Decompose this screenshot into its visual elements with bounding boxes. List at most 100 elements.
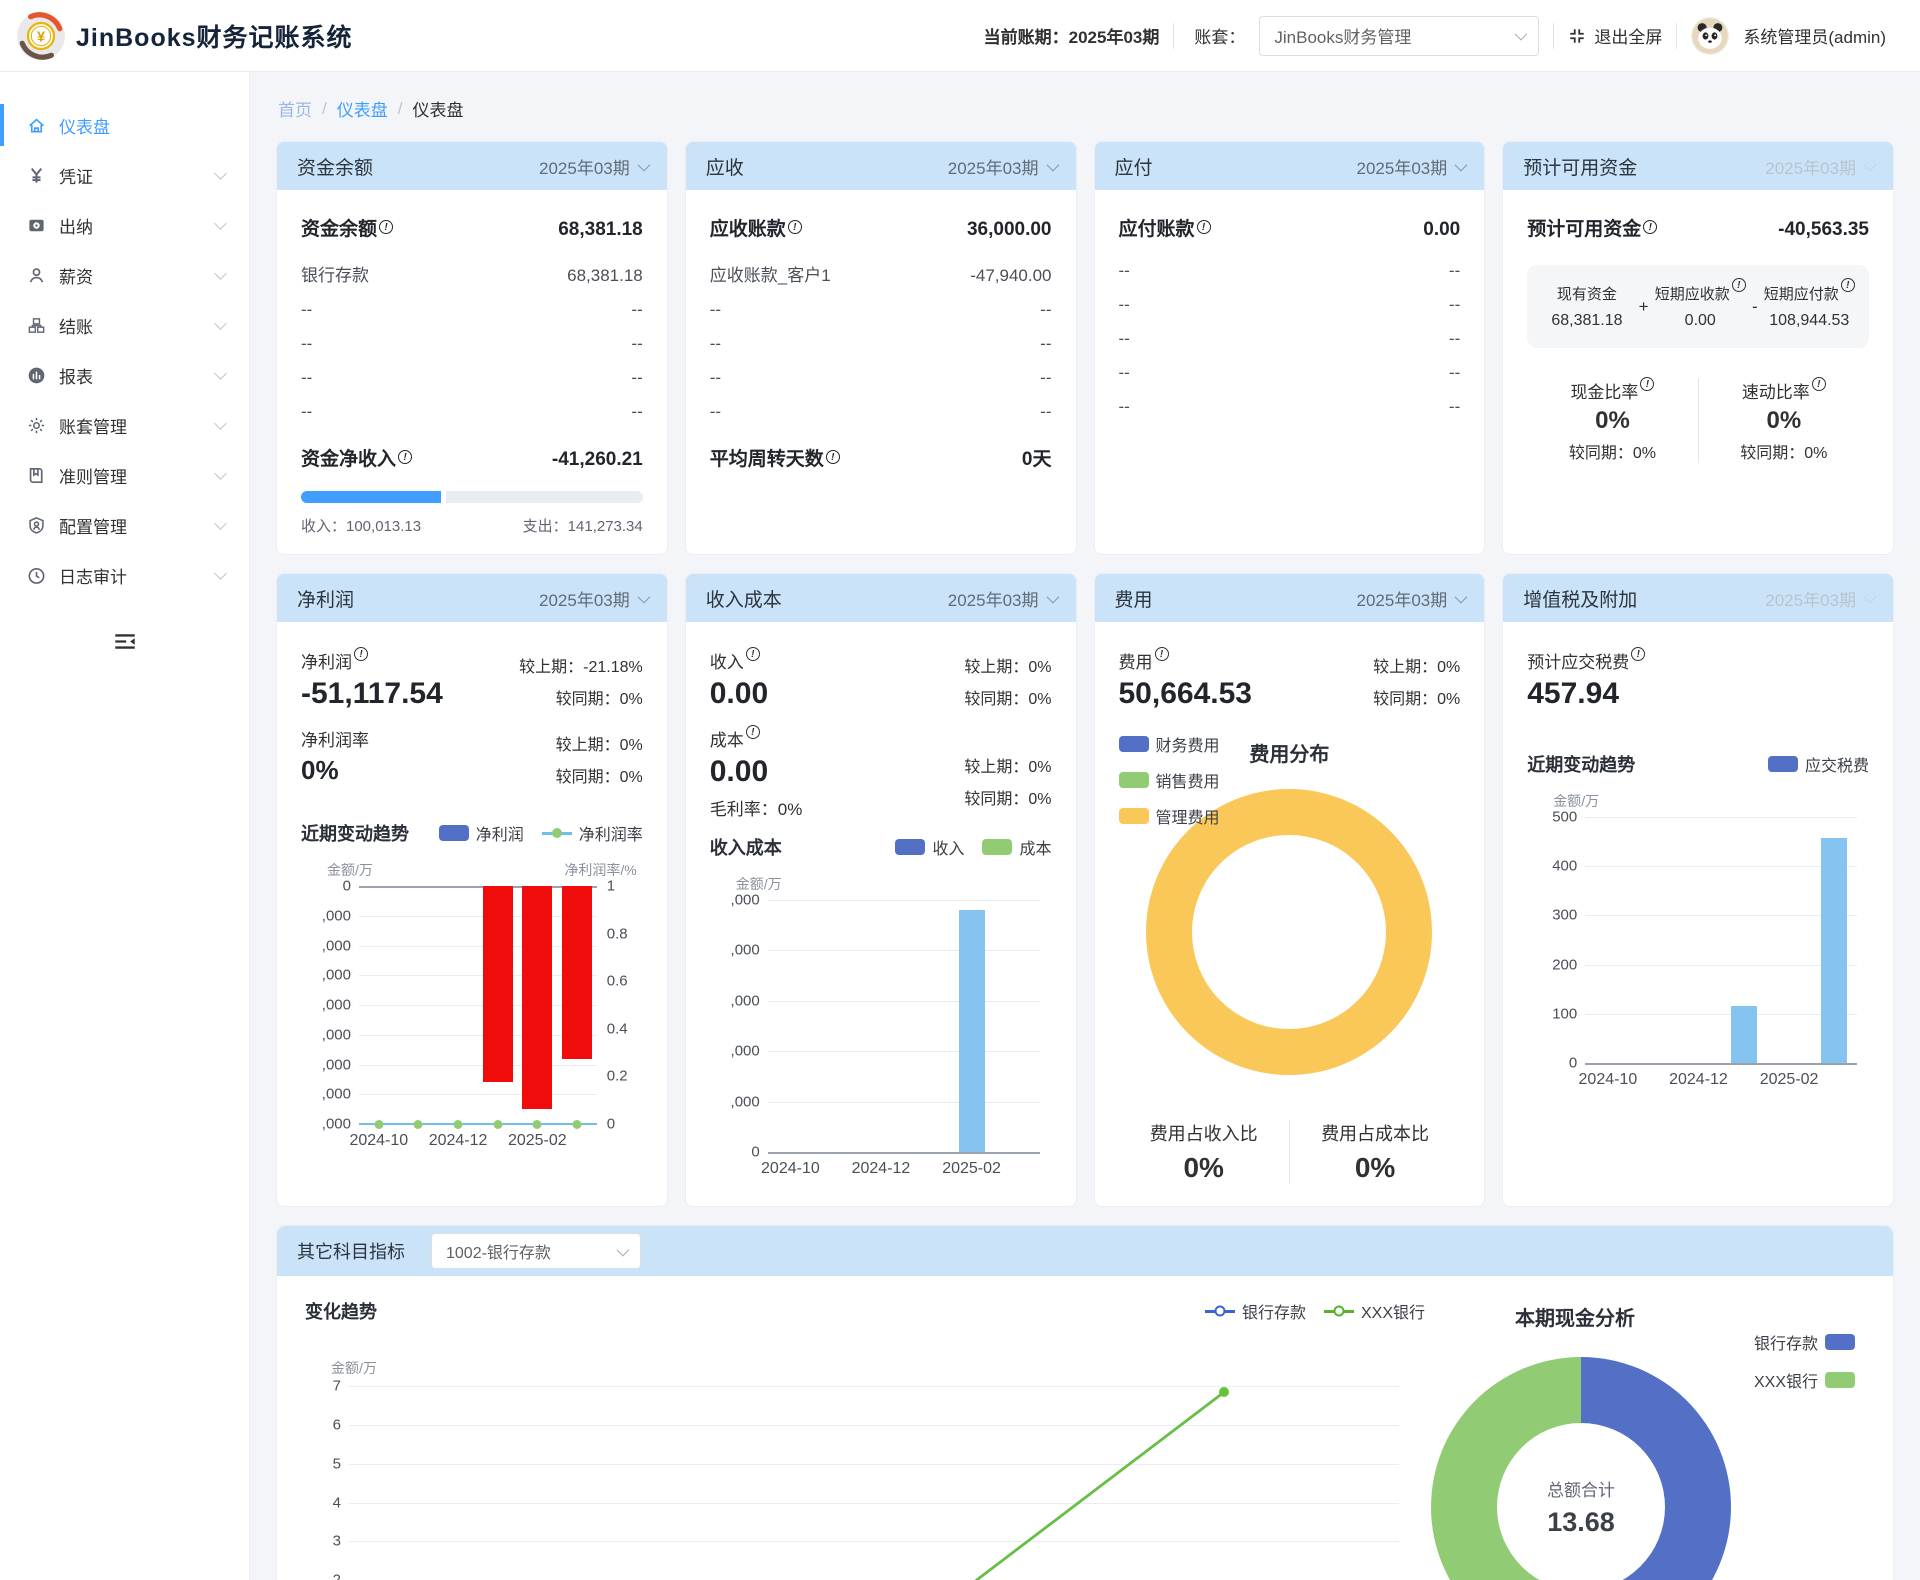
- period-select[interactable]: 2025年03期: [948, 154, 1059, 179]
- legend-item[interactable]: 净利润: [438, 821, 524, 845]
- period-select[interactable]: 2025年03期: [948, 586, 1059, 611]
- sidebar-item-cashier[interactable]: 出纳: [0, 200, 249, 250]
- card-funds-balance: 资金余额 2025年03期 资金余额 68,381.18 银行存款68,381.…: [276, 141, 668, 555]
- sidebar-item-label: 薪资: [59, 267, 93, 287]
- period-select[interactable]: 2025年03期: [1357, 154, 1468, 179]
- sidebar-item-voucher[interactable]: 凭证: [0, 150, 249, 200]
- sidebar-item-report[interactable]: 报表: [0, 350, 249, 400]
- info-icon[interactable]: [1640, 377, 1655, 391]
- sidebar-item-audit[interactable]: 日志审计: [0, 550, 249, 600]
- detail-row: -- --: [1118, 295, 1461, 314]
- subject-select[interactable]: 1002-银行存款: [431, 1233, 641, 1269]
- config-icon: [27, 516, 46, 535]
- legend-swatch-icon: [1118, 808, 1149, 824]
- trend-title: 近期变动趋势: [301, 824, 409, 844]
- sidebar-item-label: 仪表盘: [59, 117, 110, 137]
- card-title: 收入成本: [705, 589, 782, 611]
- legend-item[interactable]: 银行存款: [1204, 1299, 1306, 1323]
- info-icon[interactable]: [1731, 278, 1746, 292]
- period-select[interactable]: 2025年03期: [539, 586, 651, 611]
- bar-净利润: [561, 886, 592, 1059]
- exit-fullscreen-button[interactable]: 退出全屏: [1568, 23, 1662, 48]
- legend-item[interactable]: 净利润率: [541, 821, 643, 845]
- sidebar-item-standard[interactable]: 准则管理: [0, 450, 249, 500]
- info-icon[interactable]: [745, 647, 760, 661]
- chevron-down-icon: [214, 216, 227, 230]
- sidebar-item-config[interactable]: 配置管理: [0, 500, 249, 550]
- legend-swatch-icon: [1204, 1305, 1235, 1317]
- info-icon[interactable]: [354, 647, 368, 661]
- info-icon[interactable]: [1643, 220, 1658, 234]
- chevron-down-icon: [214, 566, 227, 580]
- info-icon[interactable]: [825, 450, 840, 464]
- info-icon[interactable]: [787, 220, 802, 234]
- info-icon[interactable]: [745, 725, 760, 739]
- income-cost-trend-chart: 金额/万 ,000,000,000,000,000 0 2024-10 2024-12 2…: [710, 874, 1052, 1188]
- period-select[interactable]: 2025年03期: [1765, 586, 1877, 611]
- bar-应交税费: [1821, 837, 1848, 1063]
- chart-title: 变化趋势: [305, 1302, 377, 1322]
- ledger-select[interactable]: JinBooks财务管理: [1259, 15, 1540, 56]
- net-profit-trend-chart: 金额/万 净利润率/% 0,000,000,000,000,000,000,000,…: [321, 862, 637, 1149]
- user-name: 系统管理员(admin): [1743, 28, 1886, 47]
- chevron-down-icon: [1046, 158, 1059, 171]
- info-icon[interactable]: [379, 220, 394, 234]
- legend-item[interactable]: XXX银行: [1754, 1368, 1855, 1392]
- legend-item[interactable]: 销售费用: [1118, 768, 1220, 792]
- trend-title: 近期变动趋势: [1527, 755, 1636, 775]
- info-icon[interactable]: [1631, 647, 1646, 661]
- detail-row: -- --: [301, 402, 643, 421]
- detail-row: -- --: [709, 368, 1052, 387]
- info-icon[interactable]: [1154, 647, 1169, 661]
- compress-icon: [1570, 28, 1585, 43]
- bar-净利润: [522, 886, 553, 1110]
- cashier-icon: [27, 216, 46, 235]
- turnover-metric: 平均周转天数 0天: [710, 444, 1052, 471]
- period-select[interactable]: 2025年03期: [1765, 154, 1877, 179]
- vat-trend-chart: 金额/万 500 400 300 200 100 0 2024-10 2024-12 2025-0…: [1527, 791, 1869, 1099]
- info-icon[interactable]: [1196, 220, 1211, 234]
- period-select[interactable]: 2025年03期: [1357, 586, 1468, 611]
- info-icon[interactable]: [1840, 278, 1855, 292]
- sidebar: 仪表盘凭证 出纳薪资结账报表 账套管理 准则管理 配置管理 日志审计: [0, 72, 250, 1580]
- chevron-down-icon: [1863, 590, 1877, 603]
- legend-item[interactable]: 管理费用: [1118, 804, 1220, 828]
- sidebar-item-label: 结账: [59, 317, 93, 337]
- period-select[interactable]: 2025年03期: [539, 154, 651, 179]
- chart-legend: 财务费用销售费用管理费用: [1118, 732, 1220, 828]
- expense-distribution-chart: 费用分布 财务费用 销售费用 管理费用: [1118, 736, 1461, 1102]
- chart-title: 费用分布: [1249, 744, 1330, 766]
- legend-item[interactable]: 收入: [895, 835, 964, 859]
- sidebar-item-ledger[interactable]: 账套管理: [0, 400, 249, 450]
- primary-metric: 资金余额 68,381.18: [301, 214, 643, 241]
- breadcrumb-home[interactable]: 首页: [278, 101, 312, 120]
- sidebar-item-home[interactable]: 仪表盘: [0, 100, 249, 150]
- info-icon[interactable]: [1811, 377, 1826, 391]
- sidebar-item-salary[interactable]: 薪资: [0, 250, 249, 300]
- legend-item[interactable]: XXX银行: [1323, 1299, 1425, 1323]
- expense-donut: [1146, 789, 1433, 1075]
- cash-ratio: 现金比率 0% 较同期：0%: [1527, 377, 1697, 463]
- chevron-down-icon: [214, 366, 227, 380]
- brand: ¥ JinBooks财务记账系统: [16, 11, 353, 61]
- quick-ratio: 速动比率 0% 较同期：0%: [1697, 377, 1869, 463]
- legend-item[interactable]: 应交税费: [1767, 752, 1869, 776]
- sidebar-collapse-button[interactable]: [105, 626, 145, 656]
- app-title: JinBooks财务记账系统: [76, 23, 353, 52]
- chevron-down-icon: [1454, 590, 1468, 603]
- user-avatar[interactable]: [1691, 16, 1730, 55]
- available-funds-formula: 现有资金 68,381.18 + 短期应收款 0.00 - 短期应付款 108,…: [1527, 265, 1869, 348]
- legend-item[interactable]: 财务费用: [1118, 732, 1220, 756]
- bar-净利润: [482, 886, 513, 1083]
- card-title: 应收: [705, 157, 744, 179]
- legend-item[interactable]: 成本: [982, 835, 1052, 859]
- sidebar-item-closing[interactable]: 结账: [0, 300, 249, 350]
- net-profit-rate-metric: 净利润率 0% 较上期：0% 较同期：0%: [301, 731, 643, 786]
- detail-row: -- --: [709, 300, 1052, 319]
- detail-row: -- --: [301, 300, 643, 319]
- breadcrumb-dashboard[interactable]: 仪表盘: [336, 101, 388, 120]
- info-icon[interactable]: [398, 450, 413, 464]
- legend-item[interactable]: 银行存款: [1754, 1330, 1855, 1354]
- chart-legend: 应交税费: [1767, 752, 1869, 776]
